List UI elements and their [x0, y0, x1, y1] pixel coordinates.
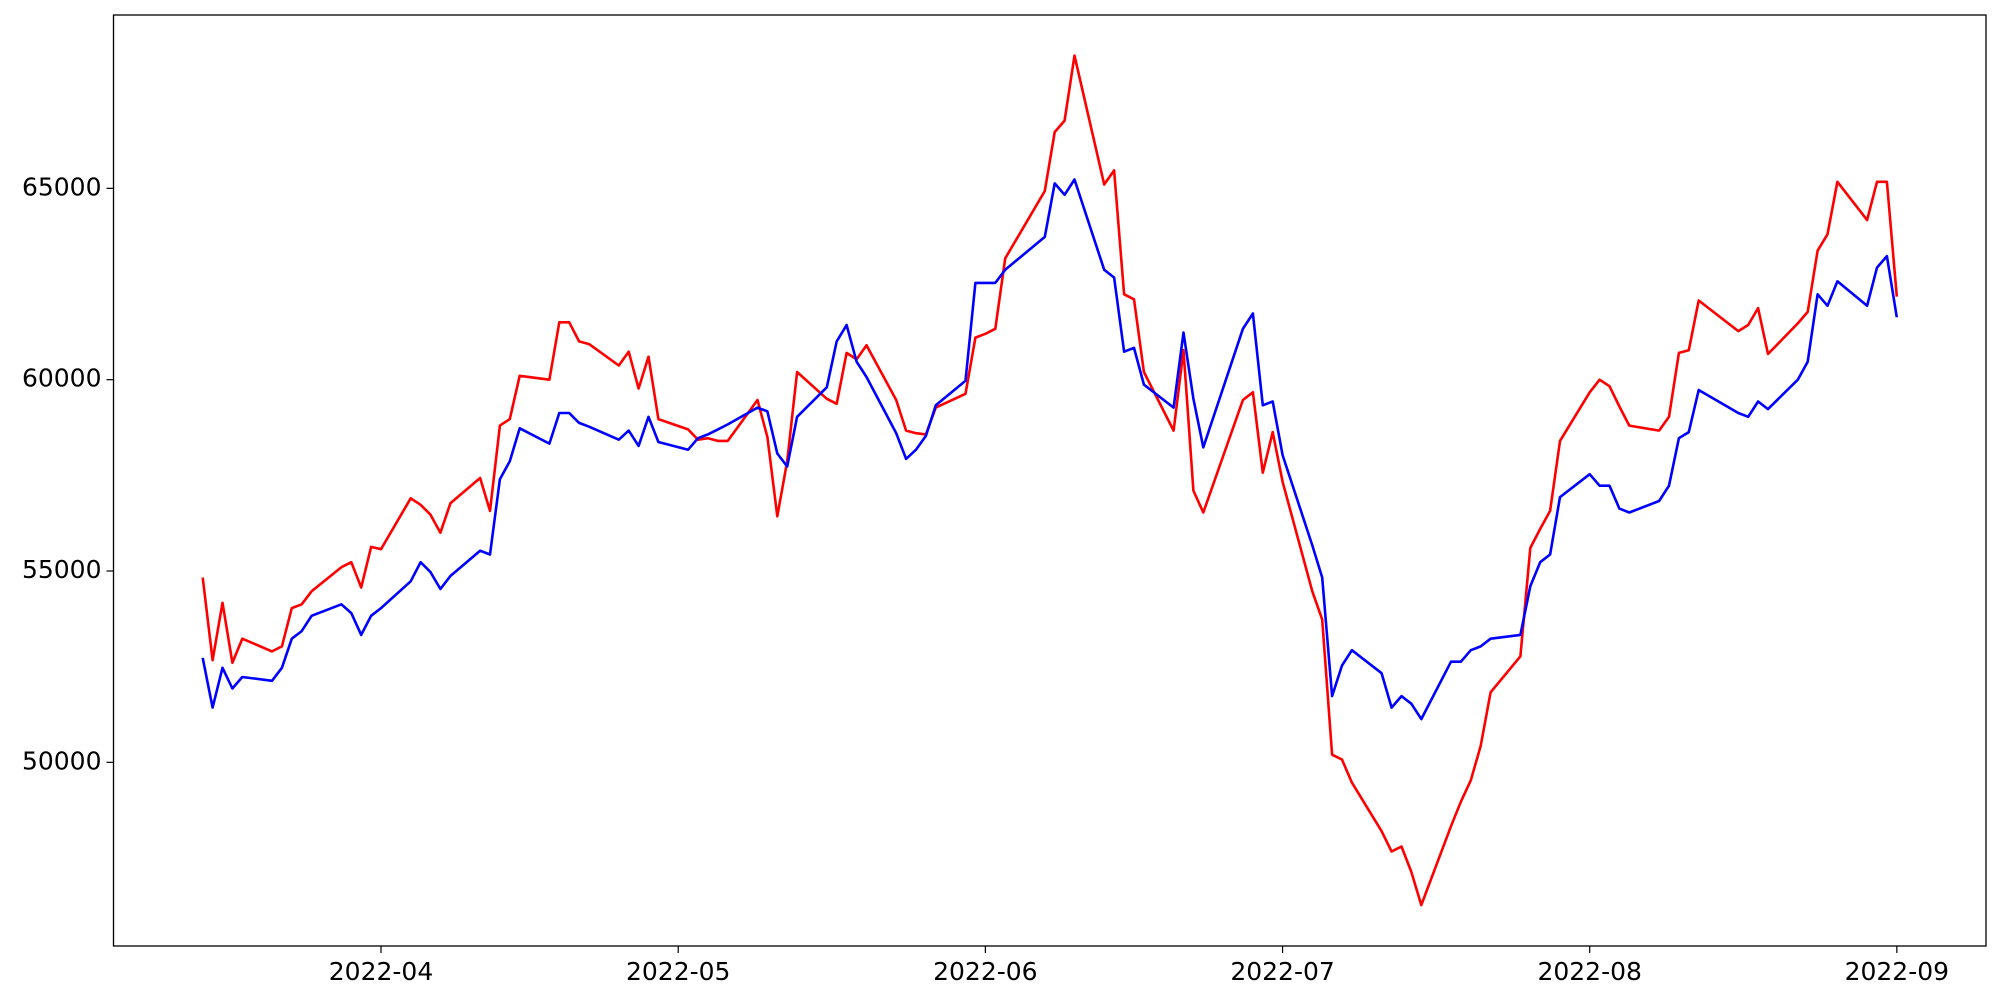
y-tick-label: 55000	[22, 555, 102, 584]
x-tick-label: 2022-08	[1537, 957, 1641, 986]
data-line	[201, 178, 1899, 721]
x-tick-label: 2022-06	[933, 957, 1037, 986]
x-tick-label: 2022-07	[1230, 957, 1334, 986]
y-tick-label: 65000	[22, 172, 102, 201]
x-tick-label: 2022-05	[626, 957, 730, 986]
x-tick-label: 2022-09	[1845, 957, 1949, 986]
y-tick-label: 50000	[22, 746, 102, 775]
data-line	[201, 54, 1899, 907]
plot-frame	[112, 14, 1987, 947]
x-tick-label: 2022-04	[329, 957, 433, 986]
y-tick-label: 60000	[22, 364, 102, 393]
